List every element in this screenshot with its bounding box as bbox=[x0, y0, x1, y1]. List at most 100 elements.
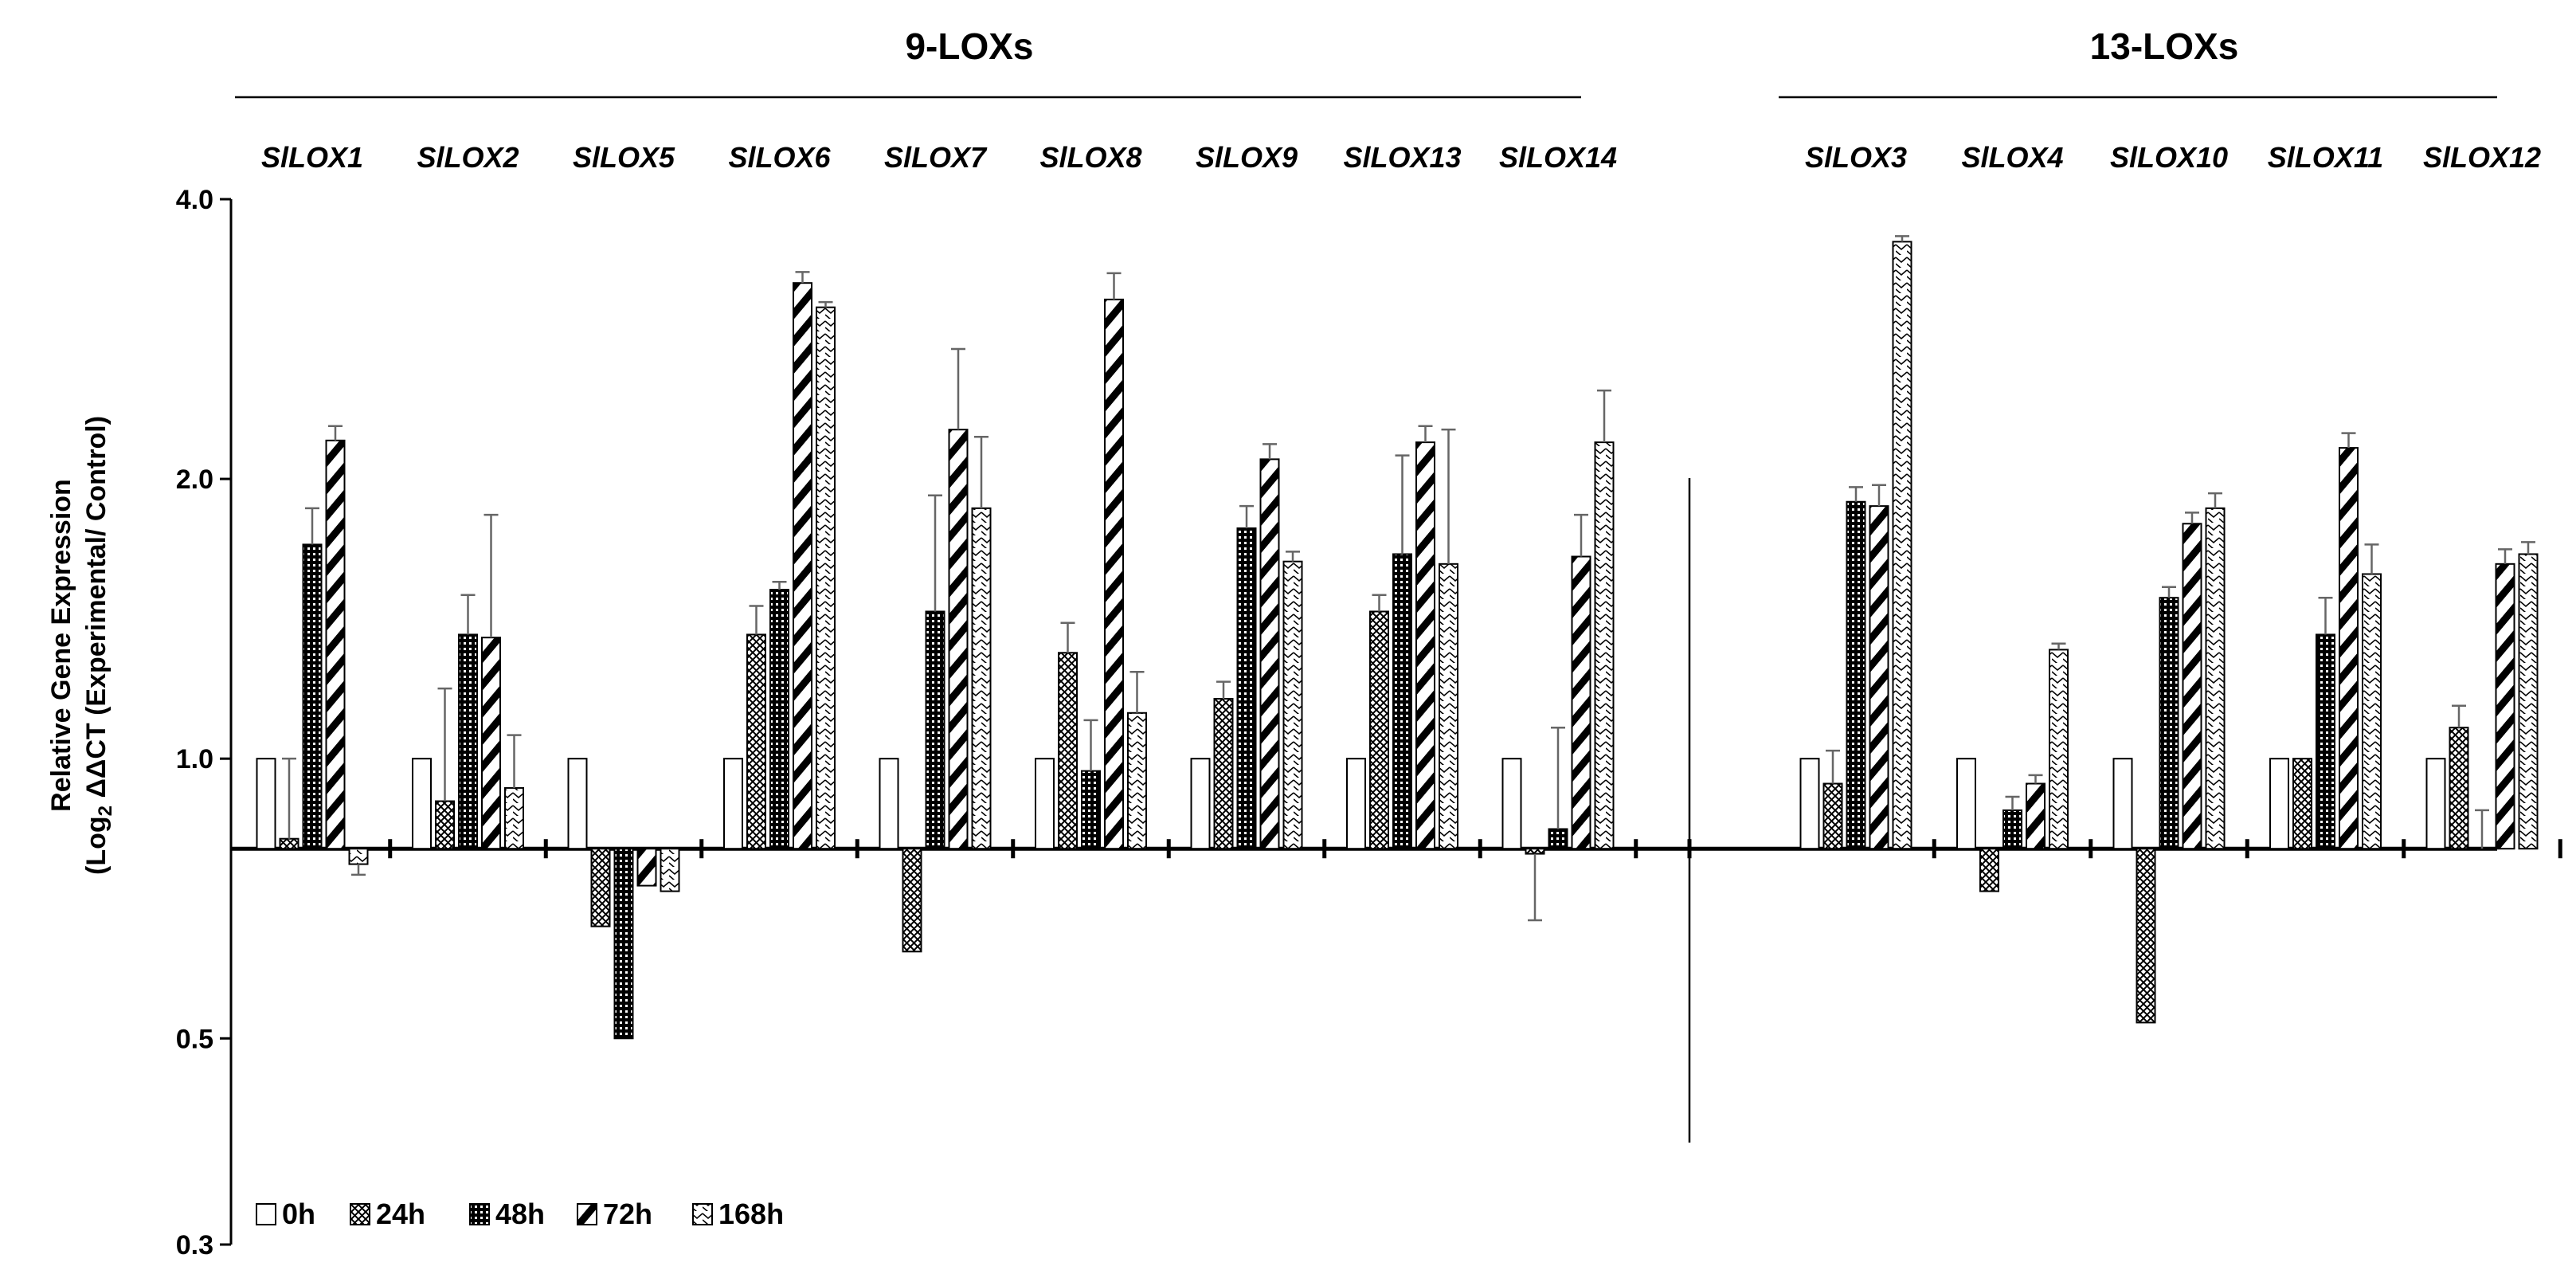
bar-24h-SlLOX14 bbox=[1525, 848, 1545, 855]
bar-72h-SlLOX7 bbox=[948, 429, 969, 850]
legend-label-72h: 72h bbox=[603, 1198, 652, 1230]
bar-0h-SlLOX10 bbox=[2112, 758, 2133, 850]
bar-168h-SlLOX1 bbox=[348, 848, 369, 865]
bar-24h-SlLOX11 bbox=[2292, 758, 2312, 850]
bar-48h-SlLOX14 bbox=[1548, 828, 1568, 850]
legend-label-48h: 48h bbox=[495, 1198, 545, 1230]
y-tick-label: 0.5 bbox=[176, 1024, 213, 1054]
bar-48h-SlLOX13 bbox=[1392, 553, 1412, 850]
bar-0h-SlLOX11 bbox=[2269, 758, 2289, 850]
bar-48h-SlLOX9 bbox=[1236, 527, 1257, 850]
gene-label-SlLOX10: SlLOX10 bbox=[2110, 141, 2228, 174]
bar-24h-SlLOX12 bbox=[2449, 727, 2469, 850]
bar-72h-SlLOX11 bbox=[2339, 447, 2359, 850]
bar-72h-SlLOX13 bbox=[1415, 441, 1435, 850]
gene-label-SlLOX3: SlLOX3 bbox=[1805, 141, 1907, 174]
bar-48h-SlLOX2 bbox=[458, 633, 478, 850]
bar-168h-SlLOX5 bbox=[660, 848, 680, 892]
bar-24h-SlLOX7 bbox=[902, 848, 922, 953]
bar-168h-SlLOX3 bbox=[1892, 241, 1912, 850]
legend-swatch-48h bbox=[469, 1203, 490, 1225]
group-title-9-lox: 9-LOXs bbox=[905, 25, 1033, 67]
gene-label-SlLOX13: SlLOX13 bbox=[1343, 141, 1461, 174]
bar-72h-SlLOX6 bbox=[793, 282, 812, 850]
legend-label-0h: 0h bbox=[282, 1198, 315, 1230]
bar-168h-SlLOX14 bbox=[1594, 441, 1615, 850]
bar-0h-SlLOX2 bbox=[412, 758, 432, 850]
y-axis-subtitle: (Log2 ΔΔCT (Experimental/ Control) bbox=[81, 416, 116, 875]
gene-label-SlLOX6: SlLOX6 bbox=[728, 141, 831, 174]
bar-72h-SlLOX12 bbox=[2495, 563, 2515, 850]
y-tick-label: 2.0 bbox=[176, 465, 213, 495]
bar-24h-SlLOX2 bbox=[435, 800, 455, 850]
bar-24h-SlLOX4 bbox=[1979, 848, 1999, 892]
legend-swatch-24h bbox=[350, 1203, 370, 1225]
bar-0h-SlLOX3 bbox=[1799, 758, 1820, 850]
bar-0h-SlLOX1 bbox=[256, 758, 276, 850]
y-tick-label: 0.3 bbox=[176, 1230, 213, 1260]
gene-label-SlLOX11: SlLOX11 bbox=[2268, 141, 2383, 174]
bar-168h-SlLOX8 bbox=[1127, 712, 1147, 850]
bar-0h-SlLOX8 bbox=[1035, 758, 1055, 850]
bar-72h-SlLOX10 bbox=[2182, 523, 2202, 850]
bar-168h-SlLOX9 bbox=[1282, 560, 1303, 850]
gene-label-SlLOX7: SlLOX7 bbox=[884, 141, 988, 174]
bar-72h-SlLOX8 bbox=[1104, 298, 1124, 850]
bar-168h-SlLOX7 bbox=[971, 507, 992, 850]
bar-0h-SlLOX12 bbox=[2425, 758, 2446, 850]
legend-swatch-168h bbox=[692, 1203, 713, 1225]
bar-0h-SlLOX9 bbox=[1190, 758, 1211, 850]
gene-label-SlLOX9: SlLOX9 bbox=[1196, 141, 1298, 174]
gene-label-SlLOX12: SlLOX12 bbox=[2423, 141, 2541, 174]
bar-24h-SlLOX8 bbox=[1058, 652, 1078, 850]
bar-72h-SlLOX9 bbox=[1259, 458, 1280, 850]
bar-0h-SlLOX4 bbox=[1956, 758, 1976, 850]
bar-72h-SlLOX3 bbox=[1869, 505, 1889, 850]
group-title-13-lox: 13-LOXs bbox=[2090, 25, 2239, 67]
bar-24h-SlLOX10 bbox=[2136, 848, 2156, 1024]
bar-48h-SlLOX6 bbox=[769, 589, 789, 850]
gene-label-SlLOX5: SlLOX5 bbox=[573, 141, 675, 174]
bar-48h-SlLOX4 bbox=[2002, 809, 2022, 850]
gene-label-SlLOX8: SlLOX8 bbox=[1039, 141, 1141, 174]
legend-swatch-0h bbox=[256, 1203, 276, 1225]
legend-label-168h: 168h bbox=[718, 1198, 784, 1230]
bar-72h-SlLOX4 bbox=[2026, 782, 2046, 850]
bar-0h-SlLOX7 bbox=[879, 758, 899, 850]
bar-0h-SlLOX13 bbox=[1346, 758, 1366, 850]
bar-0h-SlLOX6 bbox=[723, 758, 743, 850]
bar-24h-SlLOX5 bbox=[590, 848, 611, 927]
y-tick-label: 4.0 bbox=[176, 185, 213, 215]
bar-24h-SlLOX9 bbox=[1213, 697, 1234, 850]
gene-label-SlLOX2: SlLOX2 bbox=[417, 141, 519, 174]
bar-48h-SlLOX3 bbox=[1846, 500, 1866, 850]
bar-48h-SlLOX10 bbox=[2159, 597, 2179, 850]
bar-168h-SlLOX6 bbox=[816, 306, 836, 850]
legend-label-24h: 24h bbox=[376, 1198, 425, 1230]
bar-24h-SlLOX3 bbox=[1822, 782, 1843, 850]
gene-label-SlLOX4: SlLOX4 bbox=[1961, 141, 2063, 174]
bar-24h-SlLOX1 bbox=[279, 837, 299, 850]
bar-72h-SlLOX5 bbox=[636, 848, 657, 887]
bar-0h-SlLOX5 bbox=[567, 758, 588, 850]
bar-72h-SlLOX14 bbox=[1571, 555, 1591, 850]
bar-72h-SlLOX2 bbox=[481, 637, 501, 850]
bar-168h-SlLOX11 bbox=[2362, 573, 2382, 850]
bar-48h-SlLOX11 bbox=[2316, 633, 2335, 850]
bar-168h-SlLOX12 bbox=[2518, 553, 2539, 850]
gene-label-SlLOX1: SlLOX1 bbox=[261, 141, 363, 174]
bar-168h-SlLOX10 bbox=[2205, 507, 2226, 850]
legend-swatch-72h bbox=[577, 1203, 597, 1225]
bar-24h-SlLOX6 bbox=[746, 633, 766, 850]
bar-48h-SlLOX8 bbox=[1081, 770, 1101, 850]
y-axis-title: Relative Gene Expression bbox=[46, 479, 76, 812]
bar-168h-SlLOX13 bbox=[1439, 563, 1458, 850]
y-tick-label: 1.0 bbox=[176, 744, 213, 774]
bar-72h-SlLOX1 bbox=[325, 439, 346, 850]
bar-48h-SlLOX5 bbox=[613, 848, 634, 1040]
gene-label-SlLOX14: SlLOX14 bbox=[1499, 141, 1617, 174]
bar-24h-SlLOX13 bbox=[1369, 610, 1389, 850]
bar-48h-SlLOX7 bbox=[925, 610, 945, 850]
bar-168h-SlLOX2 bbox=[504, 786, 524, 850]
